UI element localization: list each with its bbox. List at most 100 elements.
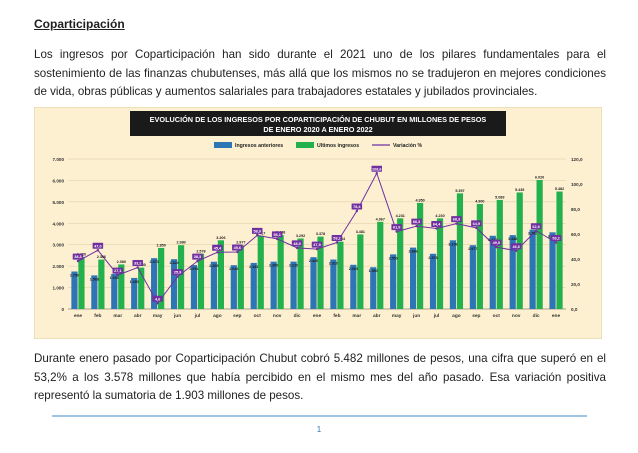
bar-label-anteriores: 1.568 <box>90 277 99 281</box>
bar-ingresos-anteriores <box>330 259 337 309</box>
bar-label-anteriores: 1.450 <box>130 280 139 284</box>
chart-legend: Ingresos anteriores Ultimos ingresos Varia… <box>214 142 423 149</box>
bar-ultimos-ingresos <box>297 238 304 309</box>
x-tick-label: feb <box>94 313 101 319</box>
y-tick-left: 5.000 <box>53 200 65 205</box>
chart-bars <box>71 180 563 309</box>
x-tick-label: ago <box>213 314 222 319</box>
y-tick-left: 3.000 <box>53 243 65 248</box>
bar-label-anteriores: 2.151 <box>249 265 258 269</box>
x-tick-label: jul <box>433 313 440 319</box>
bar-ingresos-anteriores <box>91 275 98 309</box>
bar-label-anteriores: 3.206 <box>448 242 457 246</box>
footer-divider <box>52 415 587 417</box>
variacion-label-bg <box>311 241 323 248</box>
bar-ingresos-anteriores <box>250 262 257 309</box>
x-tick-label: abr <box>373 313 381 319</box>
variacion-label: 49,5 <box>493 241 500 245</box>
bar-ultimos-ingresos <box>476 204 483 309</box>
bar-label-anteriores: 2.051 <box>189 267 198 271</box>
bar-ultimos-ingresos <box>397 218 404 309</box>
variacion-point <box>355 209 359 213</box>
variacion-point <box>295 246 299 250</box>
bar-ingresos-anteriores <box>370 267 377 309</box>
chart-title-line1: EVOLUCIÓN DE LOS INGRESOS POR COPARTICIP… <box>150 115 487 124</box>
variacion-label-bg <box>351 203 363 210</box>
variacion-label-bg <box>431 221 442 227</box>
variacion-point <box>534 229 538 232</box>
variacion-point <box>455 222 458 225</box>
bar-label-anteriores: 2.578 <box>428 256 437 260</box>
bar-label-ultimos: 3.292 <box>296 234 305 238</box>
bar-ingresos-anteriores <box>529 229 536 309</box>
bar-ultimos-ingresos <box>277 235 284 309</box>
x-tick-label: feb <box>333 313 340 319</box>
y-tick-right: 100,0 <box>571 182 583 187</box>
variacion-label: 53,2 <box>552 237 559 241</box>
bar-ingresos-anteriores <box>449 240 457 309</box>
bar-label-ultimos: 2.980 <box>176 241 185 245</box>
y-tick-left: 1.000 <box>53 286 65 291</box>
legend-label-variacion: Variación % <box>393 143 423 149</box>
y-tick-right: 60,0 <box>571 232 580 237</box>
chart-svg: EVOLUCIÓN DE LOS INGRESOS POR COPARTICIP… <box>34 107 602 339</box>
bar-label-ultimos: 6.020 <box>535 176 544 180</box>
bar-ingresos-anteriores <box>230 265 237 309</box>
bar-ultimos-ingresos <box>357 234 364 309</box>
variacion-label-bg <box>391 224 402 231</box>
variacion-point <box>495 245 498 249</box>
bar-ultimos-ingresos <box>98 259 105 309</box>
variacion-label-bg <box>451 216 462 223</box>
bar-ultimos-ingresos <box>377 221 384 309</box>
y-tick-right: 20,0 <box>571 282 580 287</box>
bar-ultimos-ingresos <box>118 264 125 309</box>
y-tick-left: 2.000 <box>53 264 65 269</box>
variacion-label-bg <box>251 227 263 234</box>
bar-label-anteriores: 2.373 <box>150 260 159 264</box>
bar-ultimos-ingresos <box>496 199 503 309</box>
variacion-label-bg <box>271 231 283 238</box>
y-tick-right: 40,0 <box>571 257 580 262</box>
bar-label-anteriores: 2.866 <box>408 250 417 254</box>
bar-ultimos-ingresos <box>516 192 523 309</box>
bar-ultimos-ingresos <box>337 241 344 309</box>
variacion-label: 27,1 <box>114 269 121 273</box>
variacion-point <box>196 259 199 263</box>
variacion-label-bg <box>471 220 482 227</box>
variacion-label: 45,6 <box>234 246 241 250</box>
variacion-label-bg <box>132 260 143 266</box>
variacion-point <box>96 249 100 252</box>
y-tick-left: 7.000 <box>53 157 65 162</box>
bar-label-ultimos: 4.900 <box>475 200 484 204</box>
intro-paragraph: Los ingresos por Coparticipación han sid… <box>34 48 606 98</box>
variacion-label: 4,6 <box>155 297 160 301</box>
variacion-label-bg <box>92 242 104 249</box>
variacion-label: 64,4 <box>433 223 441 227</box>
chart-title-line2: DE ENERO 2020 A ENERO 2022 <box>263 125 372 134</box>
x-tick-label: jul <box>194 313 201 319</box>
x-tick-label: nov <box>273 314 282 319</box>
variacion-label: 108,6 <box>372 167 382 171</box>
x-tick-label: oct <box>493 313 501 319</box>
bar-ultimos-ingresos <box>158 247 165 309</box>
bar-label-anteriores: 3.702 <box>528 232 537 236</box>
bar-ingresos-anteriores <box>509 235 516 309</box>
y-tick-right: 0,0 <box>571 307 578 312</box>
variacion-label: 62,6 <box>532 225 539 229</box>
y-tick-right: 80,0 <box>571 207 580 212</box>
bar-label-ultimos: 2.306 <box>97 255 106 259</box>
x-tick-label: nov <box>512 314 521 319</box>
y-tick-left: 4.000 <box>53 221 65 226</box>
variacion-label: 25,9 <box>174 271 181 275</box>
bar-ingresos-anteriores <box>350 264 357 309</box>
bar-ingresos-anteriores <box>190 265 198 309</box>
variacion-label-bg <box>331 235 343 241</box>
y-tick-left: 6.000 <box>53 178 65 183</box>
x-tick-label: dic <box>294 313 301 319</box>
x-tick-label: ago <box>452 314 461 319</box>
bar-label-ultimos: 2.850 <box>157 243 166 247</box>
bar-ingresos-anteriores <box>290 261 297 309</box>
bar-ingresos-anteriores <box>170 259 178 309</box>
variacion-label: 38,3 <box>194 255 201 259</box>
x-tick-label: mar <box>113 313 122 319</box>
